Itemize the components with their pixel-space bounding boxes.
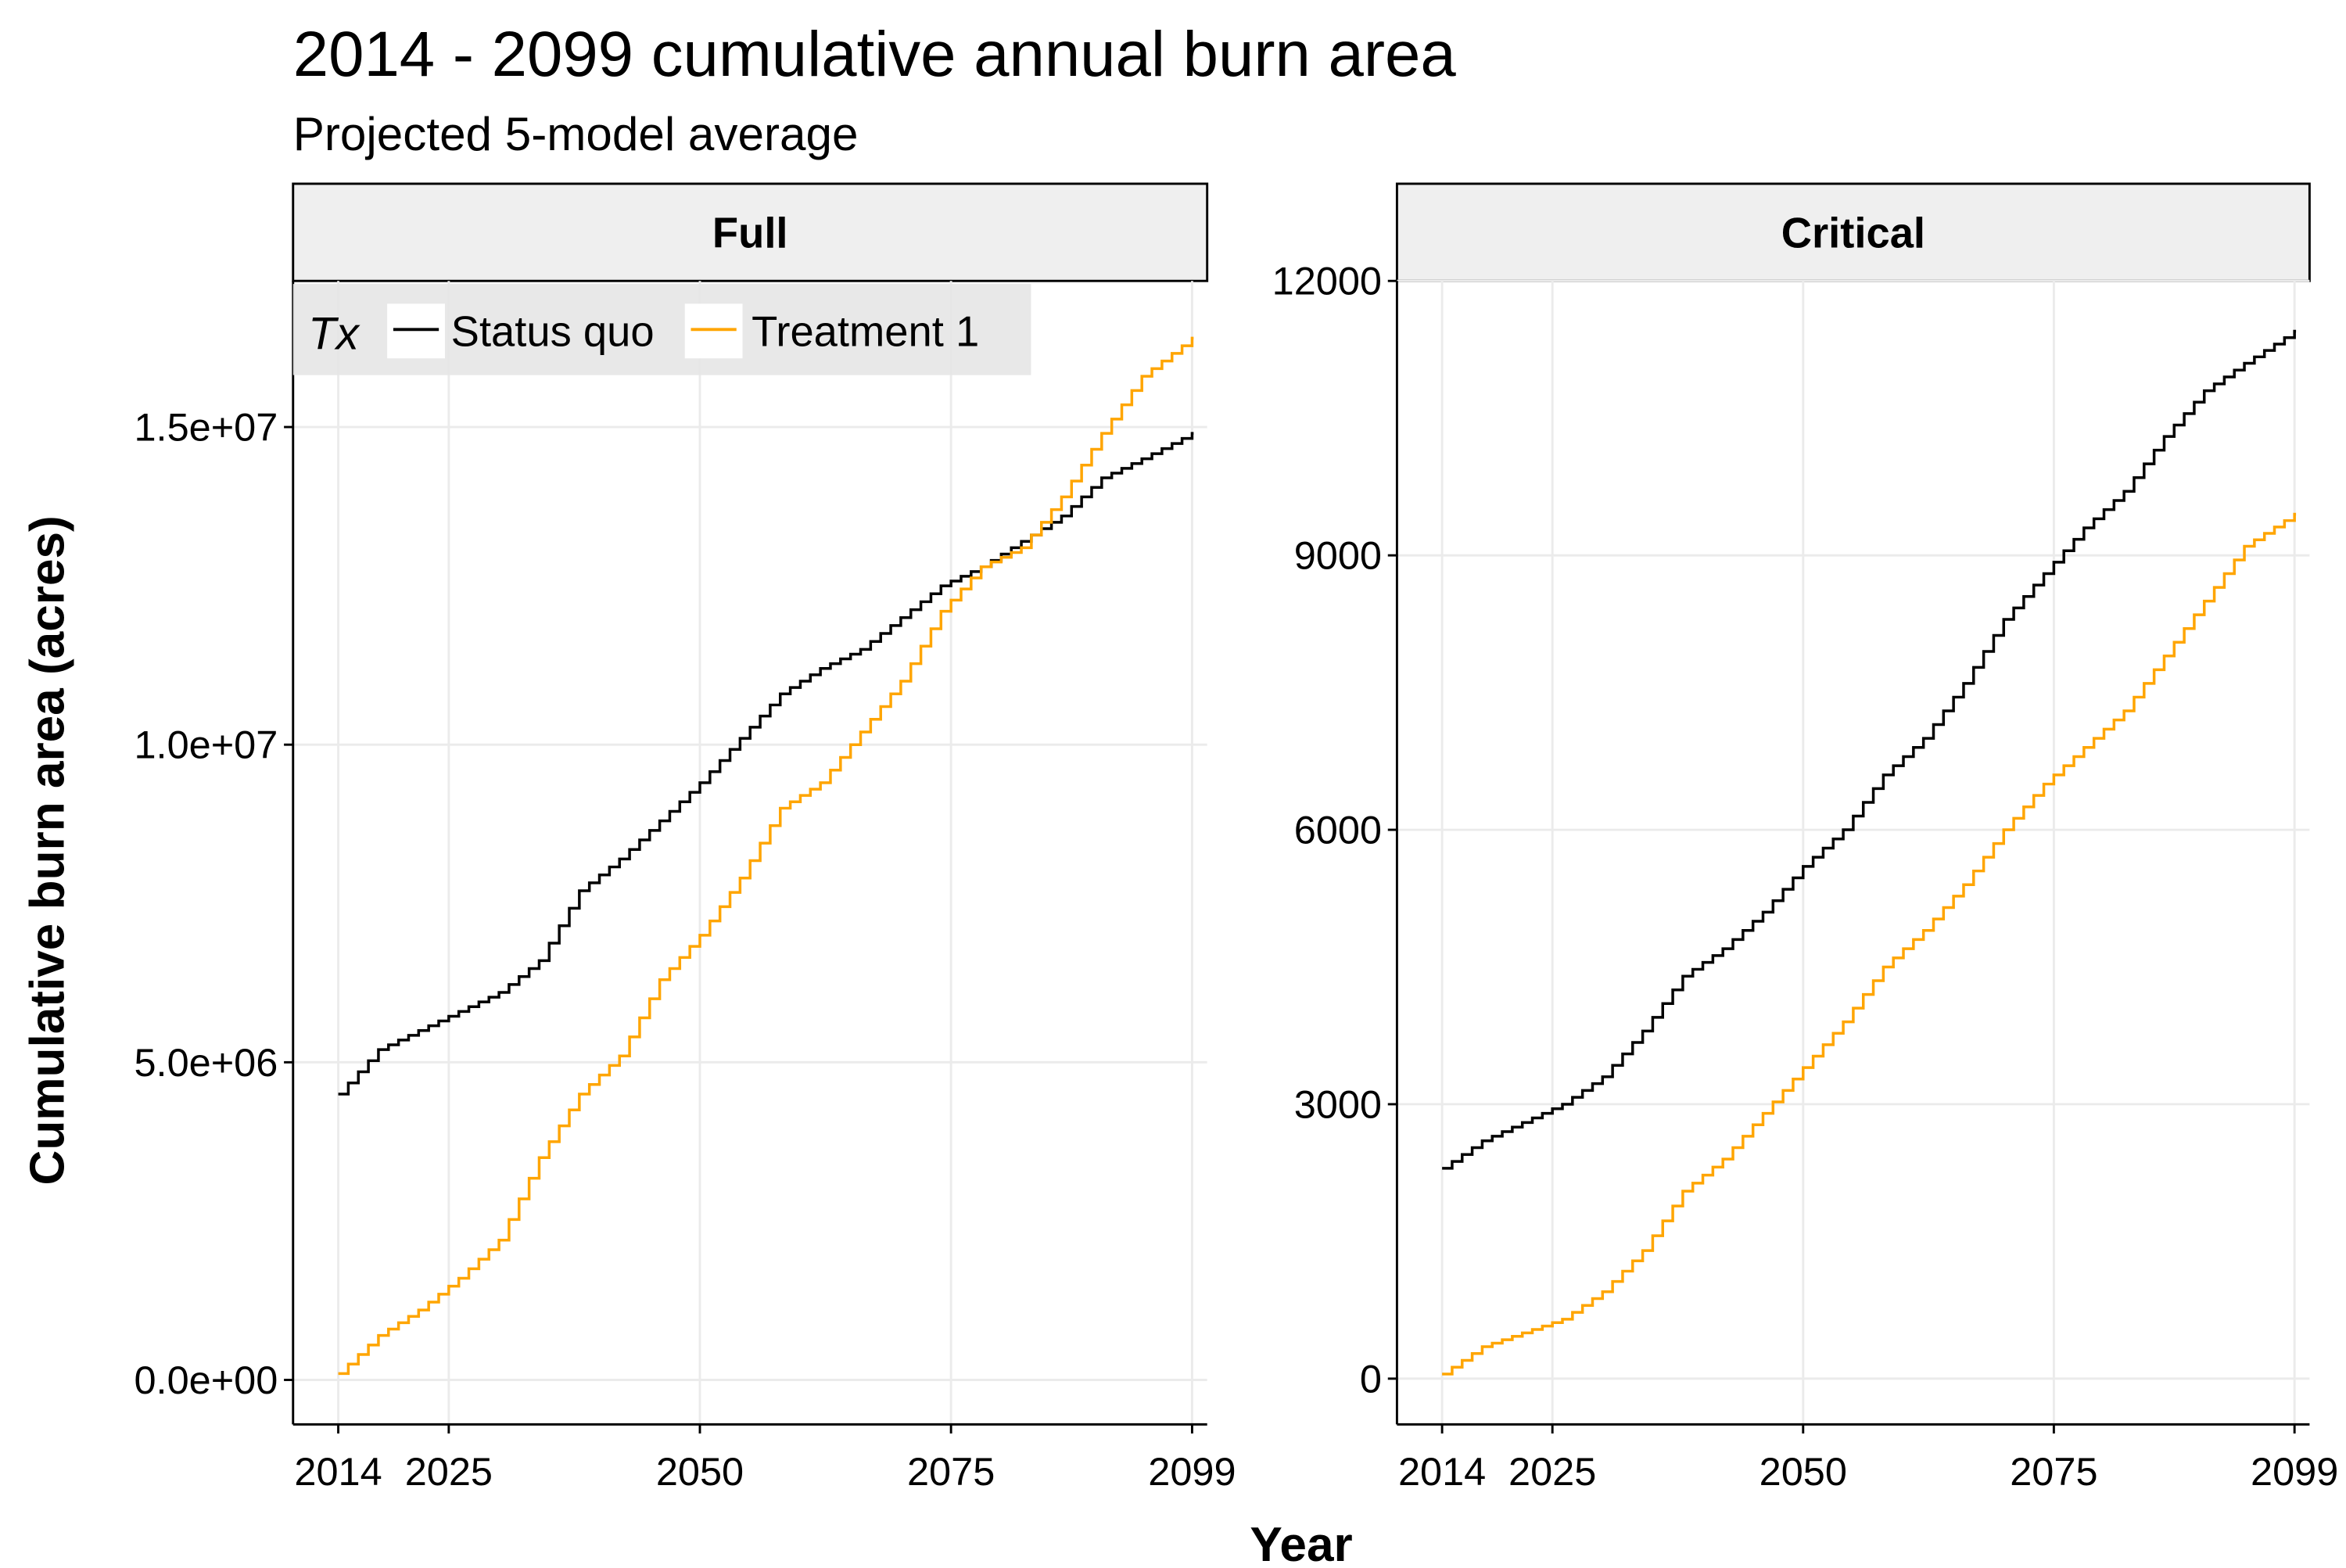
- chart-subtitle: Projected 5-model average: [293, 108, 859, 160]
- y-tick-label-full-3: 1.5e+07: [134, 405, 278, 450]
- panel-strip-critical: [1395, 182, 2311, 282]
- legend: Tx Status quo Treatment 1: [292, 284, 1031, 375]
- legend-label-status-quo: Status quo: [451, 308, 655, 356]
- y-tick-label-critical-3: 9000: [1294, 533, 1382, 578]
- panel-strip-label-critical: Critical: [1781, 210, 1925, 257]
- series-line-critical-status-quo: [1442, 329, 2297, 1170]
- series-line-full-treatment-1: [338, 336, 1194, 1376]
- legend-title: Tx: [308, 309, 361, 360]
- x-tick-label-critical-2099: 2099: [2251, 1449, 2338, 1494]
- panel-strip-full: [292, 182, 1209, 282]
- x-tick-label-critical-2075: 2075: [2010, 1449, 2097, 1494]
- y-tick-label-critical-4: 12000: [1272, 259, 1382, 303]
- legend-label-treatment-1: Treatment 1: [752, 308, 979, 356]
- x-tick-label-full-2050: 2050: [656, 1449, 744, 1494]
- series-line-critical-treatment-1: [1442, 512, 2297, 1376]
- y-tick-label-critical-0: 0: [1360, 1356, 1382, 1401]
- x-tick-label-critical-2014: 2014: [1398, 1449, 1486, 1494]
- y-tick-label-full-1: 5.0e+06: [134, 1040, 278, 1085]
- x-tick-label-critical-2025: 2025: [1508, 1449, 1596, 1494]
- y-axis-title: Cumulative burn area (acres): [21, 515, 75, 1185]
- panel-full: Full 0.0e+00 5.0e+06 1.0e+07 1.5e+07 2014 2025…: [134, 182, 1236, 1494]
- x-tick-label-full-2075: 2075: [907, 1449, 995, 1494]
- x-tick-label-full-2099: 2099: [1148, 1449, 1236, 1494]
- x-tick-label-full-2025: 2025: [405, 1449, 493, 1494]
- panel-strip-label-full: Full: [712, 210, 788, 257]
- panels: Full 0.0e+00 5.0e+06 1.0e+07 1.5e+07 2014 2025…: [134, 182, 2338, 1494]
- x-tick-label-full-2014: 2014: [294, 1449, 382, 1494]
- x-axis-title: Year: [1250, 1518, 1352, 1564]
- x-tick-label-critical-2050: 2050: [1760, 1449, 1847, 1494]
- chart-title: 2014 - 2099 cumulative annual burn area: [293, 19, 1457, 90]
- y-tick-label-critical-1: 3000: [1294, 1082, 1382, 1126]
- y-tick-label-full-2: 1.0e+07: [134, 723, 278, 767]
- panel-critical: Critical 0 3000 6000 9000 12000 2014 2025 2050 20…: [1272, 182, 2338, 1494]
- y-tick-label-critical-2: 6000: [1294, 808, 1382, 852]
- series-line-full-status-quo: [338, 432, 1194, 1096]
- y-tick-label-full-0: 0.0e+00: [134, 1358, 278, 1402]
